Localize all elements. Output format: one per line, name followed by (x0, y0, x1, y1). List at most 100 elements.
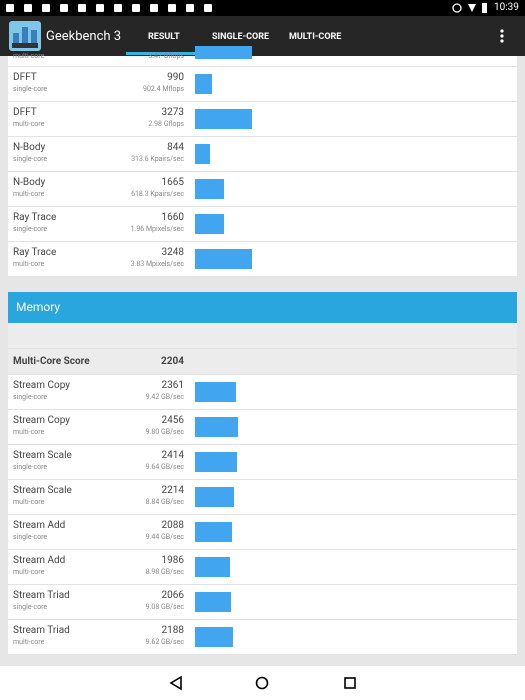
row-name: Stream Scale (13, 450, 72, 461)
score-bar (195, 382, 237, 402)
row-divider (8, 584, 517, 585)
row-name: Ray Trace (13, 212, 57, 223)
row-name: N-Body (13, 177, 46, 188)
row-name: Stream Add (13, 555, 66, 566)
tab[interactable]: RESULT (148, 32, 180, 42)
row-divider (8, 619, 517, 620)
row-score: 2088 (161, 520, 184, 531)
score-bar (195, 557, 230, 577)
menu-button[interactable] (498, 28, 506, 44)
row-detail: 9.64 GB/sec (145, 463, 184, 471)
tab[interactable]: SINGLE-CORE (212, 32, 270, 42)
row-divider (8, 348, 517, 349)
results-card: Single-Core Score2226Multi-Core Score220… (8, 323, 517, 655)
row-score: 2414 (161, 450, 184, 461)
row-name: Ray Trace (13, 247, 57, 258)
app-icon (9, 21, 41, 51)
score-bar (195, 522, 232, 542)
row-sub: single-core (13, 85, 48, 93)
summary-row (8, 323, 517, 348)
app-bar: Geekbench 3 RESULT SINGLE-CORE MULTI-COR… (0, 16, 525, 56)
score-bar (195, 592, 232, 612)
row-name: Stream Copy (13, 415, 71, 426)
row-name: N-Body (13, 142, 46, 153)
row-divider (8, 241, 517, 242)
row-detail: 1.96 Mpixels/sec (130, 225, 184, 233)
tab[interactable]: MULTI-CORE (289, 32, 342, 42)
row-detail: 9.44 GB/sec (145, 533, 184, 541)
row-name: Stream Triad (13, 590, 70, 601)
score-bar (195, 144, 210, 164)
row-score: 2214 (161, 485, 184, 496)
row-detail: 313.6 Kpairs/sec (131, 155, 184, 163)
section-header: Memory (8, 292, 517, 323)
row-score: 844 (167, 142, 184, 153)
row-divider (8, 276, 517, 277)
row-sub: multi-core (13, 498, 45, 506)
nav-icons[interactable] (0, 666, 525, 700)
nav-bar (0, 666, 525, 700)
row-score: 2188 (161, 625, 184, 636)
row-score: 1986 (161, 555, 184, 566)
row-detail: 9.80 GB/sec (145, 428, 184, 436)
status-icons (6, 3, 487, 13)
summary-score: 2204 (161, 356, 184, 367)
row-name: DFFT (13, 107, 37, 118)
score-bar (195, 74, 213, 94)
row-sub: single-core (13, 603, 48, 611)
row-name: DFFT (13, 72, 37, 83)
row-name: Stream Add (13, 520, 66, 531)
status-bar: 10:39 (0, 0, 525, 16)
row-score: 1665 (161, 177, 184, 188)
row-score: 990 (167, 72, 184, 83)
score-bar (195, 46, 252, 59)
app-title: Geekbench 3 (46, 29, 122, 44)
row-sub: single-core (13, 225, 48, 233)
row-score: 1660 (161, 212, 184, 223)
row-divider (8, 206, 517, 207)
summary-label: Multi-Core Score (13, 356, 90, 367)
score-bar (195, 214, 225, 234)
row-detail: 9.42 GB/sec (145, 393, 184, 401)
row-divider (8, 101, 517, 102)
row-sub: multi-core (13, 428, 45, 436)
row-detail: 9.62 GB/sec (145, 638, 184, 646)
row-score: 2066 (161, 590, 184, 601)
score-bar (195, 417, 238, 437)
row-sub: single-core (13, 155, 48, 163)
row-sub: multi-core (13, 260, 45, 268)
row-sub: multi-core (13, 52, 45, 60)
row-score: 2361 (161, 380, 184, 391)
score-bar (195, 109, 253, 129)
score-bar (195, 452, 238, 472)
row-sub: multi-core (13, 190, 45, 198)
score-bar (195, 179, 225, 199)
row-divider (8, 479, 517, 480)
tab-indicator (126, 52, 200, 55)
row-detail: 8.84 GB/sec (145, 498, 184, 506)
score-bar (195, 627, 234, 647)
row-divider (8, 136, 517, 137)
row-detail: 618.3 Kpairs/sec (131, 190, 184, 198)
row-sub: single-core (13, 463, 48, 471)
row-detail: 3.47 Gflops (148, 52, 184, 60)
row-sub: multi-core (13, 568, 45, 576)
results-card: 3.47 Gflops DFFT single-core 990 902.4 Mflop… (8, 46, 517, 277)
summary-row (8, 349, 517, 374)
row-score: 3248 (161, 247, 184, 258)
row-divider (8, 374, 517, 375)
row-score: 2456 (161, 415, 184, 426)
row-sub: multi-core (13, 120, 45, 128)
row-detail: 8.98 GB/sec (145, 568, 184, 576)
row-score: 3273 (161, 107, 184, 118)
row-divider (8, 549, 517, 550)
row-name: Stream Scale (13, 485, 72, 496)
row-sub: single-core (13, 533, 48, 541)
score-bar (195, 487, 234, 507)
row-divider (8, 66, 517, 67)
row-sub: multi-core (13, 638, 45, 646)
row-name: Stream Copy (13, 380, 71, 391)
row-divider (8, 444, 517, 445)
row-detail: 9.08 GB/sec (145, 603, 184, 611)
